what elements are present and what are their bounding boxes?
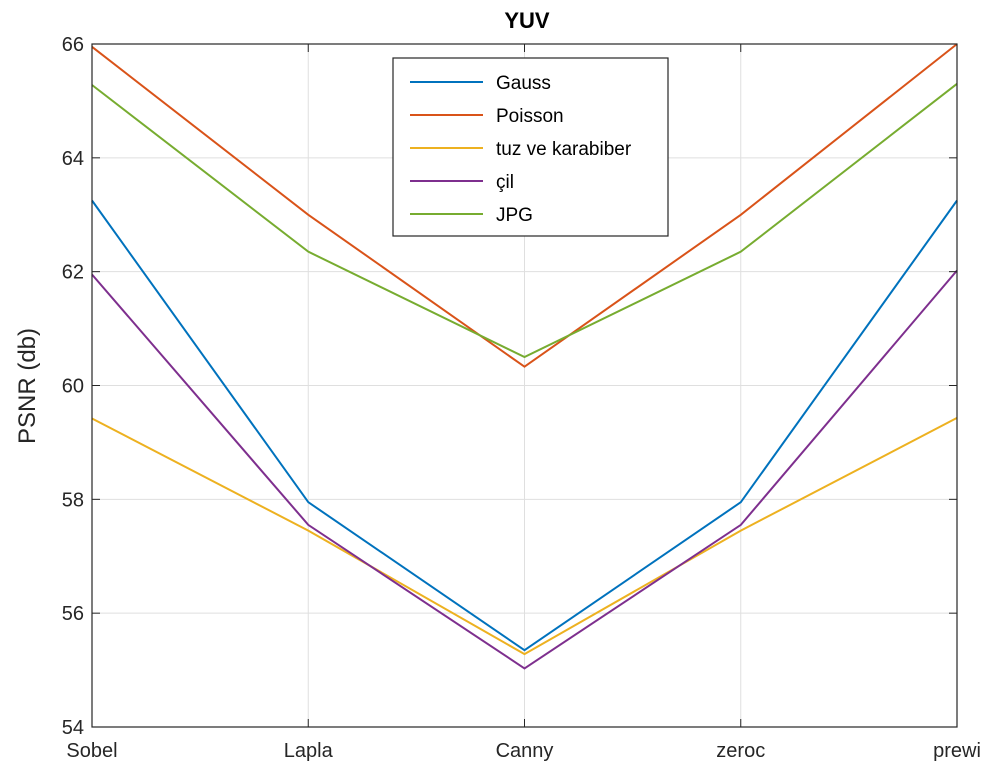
x-tick-label: Lapla bbox=[284, 740, 334, 762]
x-tick-label: Canny bbox=[496, 740, 554, 762]
legend: Gauss Poisson tuz ve karabiber çil JPG bbox=[392, 57, 669, 237]
x-tick-label: Sobel bbox=[66, 740, 117, 762]
series-line bbox=[91, 83, 958, 359]
legend-label: Poisson bbox=[496, 106, 564, 127]
y-tick-label: 62 bbox=[62, 262, 84, 284]
series-line bbox=[91, 417, 958, 656]
x-tick-label: zeroc bbox=[716, 740, 765, 762]
y-axis-label: PSNR (db) bbox=[14, 328, 41, 444]
axis-ticks: Sobel Lapla Canny zeroc prewi 54 56 58 60 62 64 66 bbox=[62, 34, 981, 762]
legend-label: JPG bbox=[496, 205, 533, 226]
series-lines bbox=[91, 43, 958, 670]
y-tick-label: 60 bbox=[62, 376, 84, 398]
series-line bbox=[91, 43, 958, 368]
y-tick-label: 54 bbox=[62, 717, 84, 739]
y-tick-label: 64 bbox=[62, 148, 84, 170]
series-line bbox=[91, 269, 958, 670]
x-tick-label: prewi bbox=[933, 740, 981, 762]
y-tick-label: 66 bbox=[62, 34, 84, 56]
legend-label: tuz ve karabiber bbox=[496, 139, 632, 160]
legend-label: çil bbox=[496, 172, 514, 193]
y-tick-label: 58 bbox=[62, 489, 84, 511]
series-line bbox=[91, 199, 958, 652]
y-tick-label: 56 bbox=[62, 603, 84, 625]
chart-title: YUV bbox=[504, 8, 550, 33]
legend-label: Gauss bbox=[496, 73, 551, 94]
